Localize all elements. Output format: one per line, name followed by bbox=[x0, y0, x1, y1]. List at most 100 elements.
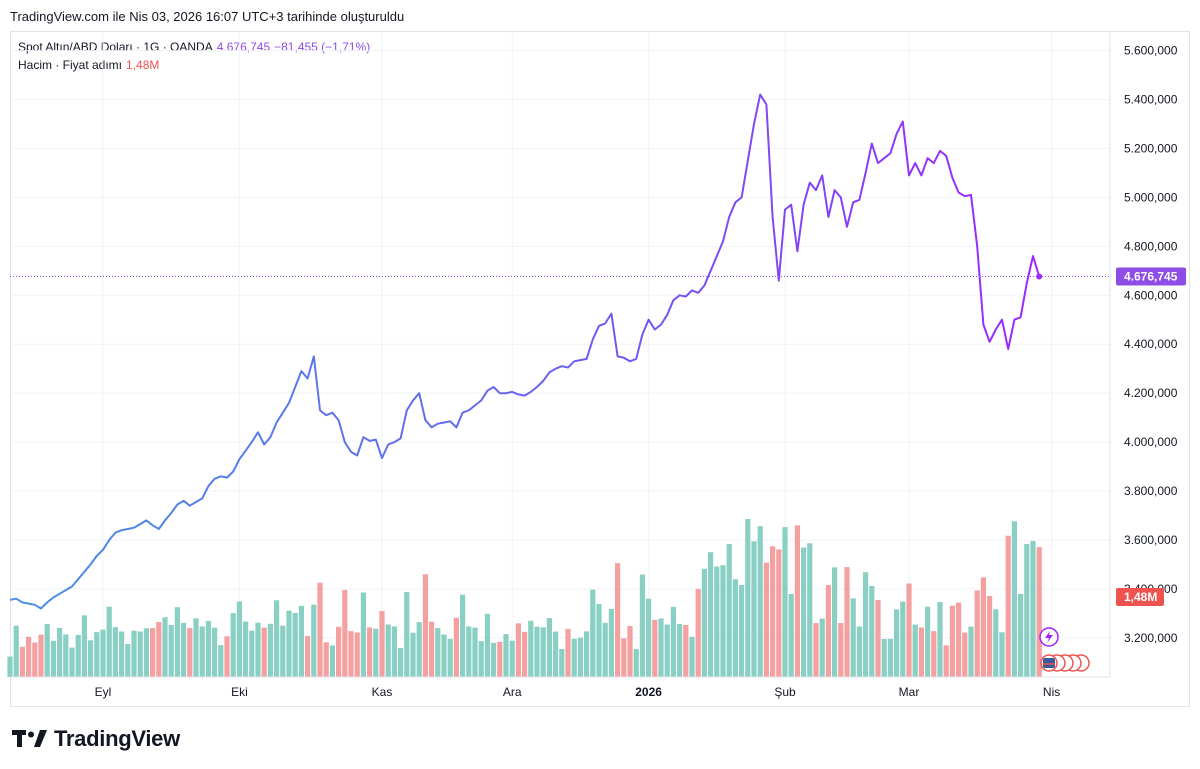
volume-bar bbox=[435, 627, 441, 677]
volume-bar bbox=[447, 638, 453, 677]
volume-bar bbox=[937, 601, 943, 677]
volume-bar bbox=[484, 613, 490, 677]
volume-bars bbox=[7, 519, 1042, 677]
volume-bar bbox=[267, 623, 273, 677]
volume-bar bbox=[832, 567, 838, 677]
volume-bar bbox=[1036, 547, 1042, 677]
volume-bar bbox=[571, 638, 577, 677]
volume-tag-label: 1,48M bbox=[1124, 590, 1157, 604]
volume-bar bbox=[292, 612, 298, 677]
volume-bar bbox=[646, 598, 652, 677]
x-tick-label: Kas bbox=[372, 685, 393, 699]
volume-bar bbox=[367, 627, 373, 677]
event-markers bbox=[1039, 627, 1090, 672]
volume-bar bbox=[968, 626, 974, 677]
volume-bar bbox=[218, 645, 224, 677]
volume-bar bbox=[181, 622, 187, 677]
volume-bar bbox=[751, 541, 757, 677]
volume-bar bbox=[317, 582, 323, 677]
volume-bar bbox=[782, 527, 788, 677]
y-tick-label: 3.600,000 bbox=[1124, 533, 1178, 547]
volume-bar bbox=[342, 589, 348, 677]
volume-bar bbox=[720, 565, 726, 677]
volume-bar bbox=[119, 631, 125, 677]
lightning-icon-glyph bbox=[1045, 631, 1053, 643]
volume-bar bbox=[980, 577, 986, 677]
volume-bar bbox=[577, 637, 583, 677]
volume-bar bbox=[230, 613, 236, 677]
chart-frame bbox=[10, 31, 1190, 707]
volume-tag bbox=[1116, 588, 1164, 606]
volume-bar bbox=[441, 634, 447, 677]
volume-bar bbox=[695, 589, 701, 677]
volume-bar bbox=[999, 632, 1005, 677]
volume-bar bbox=[745, 519, 751, 677]
volume-bar bbox=[243, 621, 249, 677]
volume-bar bbox=[410, 632, 416, 677]
volume-bar bbox=[478, 641, 484, 677]
volume-bar bbox=[143, 628, 149, 677]
volume-bar bbox=[1018, 593, 1024, 677]
volume-bar bbox=[453, 617, 459, 677]
legend-volume-label[interactable]: Hacim · Fiyat adımı bbox=[18, 58, 123, 72]
volume-bar bbox=[627, 626, 633, 677]
volume-bar bbox=[44, 623, 50, 677]
volume-bar bbox=[596, 604, 602, 677]
volume-bar bbox=[199, 626, 205, 677]
volume-bar bbox=[639, 574, 645, 677]
volume-bar bbox=[57, 627, 63, 677]
volume-bar bbox=[174, 607, 180, 677]
volume-bar bbox=[311, 604, 317, 677]
y-tick-label: 4.000,000 bbox=[1124, 435, 1178, 449]
volume-bar bbox=[708, 552, 714, 677]
volume-bar bbox=[863, 572, 869, 677]
volume-bar bbox=[726, 543, 732, 677]
volume-bar bbox=[497, 641, 503, 677]
volume-bar bbox=[987, 596, 993, 677]
volume-bar bbox=[429, 621, 435, 677]
volume-bar bbox=[298, 605, 304, 677]
volume-bar bbox=[249, 630, 255, 677]
volume-bar bbox=[677, 623, 683, 677]
volume-bar bbox=[664, 624, 670, 677]
x-tick-label: Ara bbox=[503, 685, 522, 699]
volume-bar bbox=[763, 562, 769, 677]
volume-bar bbox=[150, 628, 156, 677]
volume-bar bbox=[416, 622, 422, 677]
volume-bar bbox=[112, 627, 118, 677]
volume-bar bbox=[515, 623, 521, 677]
price-series bbox=[9, 93, 1110, 610]
footer-brand[interactable]: TradingView bbox=[12, 726, 180, 752]
volume-bar bbox=[931, 631, 937, 677]
volume-bar bbox=[7, 656, 13, 677]
volume-bar bbox=[255, 622, 261, 677]
y-tick-label: 4.400,000 bbox=[1124, 337, 1178, 351]
volume-bar bbox=[838, 623, 844, 677]
x-tick-label: Nis bbox=[1043, 685, 1060, 699]
volume-bar bbox=[881, 638, 887, 677]
volume-bar bbox=[584, 631, 590, 677]
y-tick-label: 3.800,000 bbox=[1124, 484, 1178, 498]
last-price-tag-label: 4.676,745 bbox=[1124, 269, 1178, 283]
volume-bar bbox=[633, 649, 639, 677]
y-tick-label: 5.400,000 bbox=[1124, 93, 1178, 107]
volume-bar bbox=[602, 622, 608, 677]
y-tick-label: 4.200,000 bbox=[1124, 386, 1178, 400]
volume-bar bbox=[949, 605, 955, 677]
volume-bar bbox=[274, 600, 280, 677]
y-tick-label: 5.000,000 bbox=[1124, 190, 1178, 204]
y-tick-label: 4.800,000 bbox=[1124, 239, 1178, 253]
volume-bar bbox=[193, 618, 199, 677]
us-flag-icon bbox=[1043, 658, 1055, 668]
x-axis: Eyl Eki Kas Ara 2026 Şub Mar Nis bbox=[10, 676, 1110, 699]
volume-bar bbox=[13, 625, 19, 677]
volume-bar bbox=[94, 632, 100, 677]
volume-bar bbox=[26, 636, 32, 677]
volume-bar bbox=[131, 630, 137, 677]
volume-bar bbox=[813, 623, 819, 677]
volume-bar bbox=[156, 622, 162, 677]
volume-bar bbox=[534, 626, 540, 677]
volume-bar bbox=[100, 629, 106, 677]
volume-bar bbox=[509, 640, 515, 677]
